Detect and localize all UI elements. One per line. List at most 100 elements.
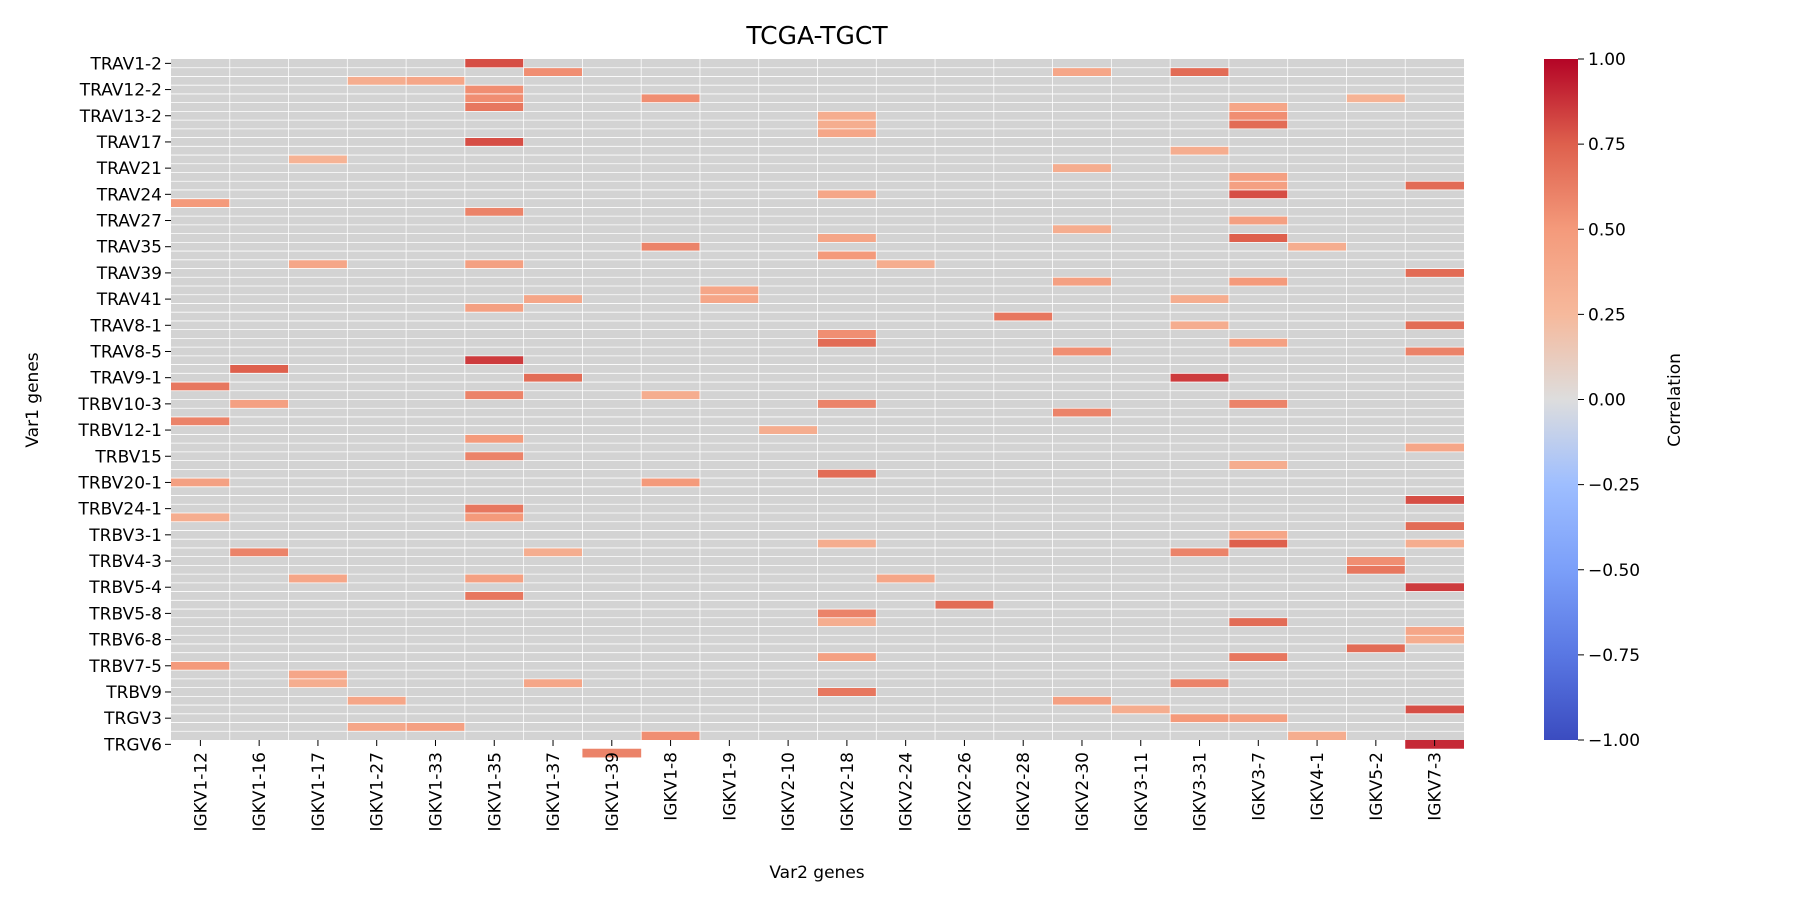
heatmap-cell bbox=[464, 434, 524, 444]
y-tick-label: TRAV39 bbox=[96, 264, 162, 284]
heatmap-cell bbox=[288, 155, 348, 164]
x-tick-label: IGKV2-10 bbox=[779, 752, 799, 832]
x-tick-label: IGKV2-24 bbox=[897, 752, 917, 832]
heatmap-cell bbox=[464, 574, 524, 583]
x-tick-label: IGKV1-39 bbox=[603, 752, 623, 832]
heatmap-cell bbox=[229, 364, 289, 374]
heatmap-cell bbox=[1405, 705, 1464, 714]
y-tick-label: TRBV12-1 bbox=[77, 421, 162, 441]
heatmap-cell bbox=[171, 416, 230, 426]
heatmap-cell bbox=[464, 259, 524, 269]
heatmap-cell bbox=[1052, 224, 1112, 234]
heatmap-cell bbox=[1228, 181, 1288, 190]
x-tick-label: IGKV1-17 bbox=[309, 752, 329, 832]
heatmap-cell bbox=[171, 198, 230, 208]
colorbar-tick-label: 0.75 bbox=[1588, 135, 1626, 155]
heatmap-cell bbox=[817, 652, 877, 662]
colorbar-tick-label: 0.25 bbox=[1588, 305, 1626, 325]
heatmap-cell bbox=[876, 259, 936, 269]
colorbar-tick-label: 0.00 bbox=[1588, 391, 1626, 411]
heatmap-cell bbox=[406, 722, 465, 732]
x-tick-label: IGKV1-8 bbox=[662, 752, 682, 821]
colorbar-ticks: 1.00 0.75 0.50 0.25 0.00 −0.25 −0.50 −0.75 −1.00 bbox=[1578, 50, 1640, 751]
heatmap-cell bbox=[1228, 399, 1288, 409]
heatmap-cell bbox=[1052, 347, 1112, 356]
heatmap-cell bbox=[1111, 705, 1171, 714]
heatmap-cell bbox=[229, 399, 289, 409]
y-tick-label: TRBV15 bbox=[94, 447, 162, 467]
heatmap-cell bbox=[406, 76, 465, 86]
heatmap-cell bbox=[1228, 617, 1288, 627]
colorbar-tick-label: 1.00 bbox=[1588, 50, 1626, 70]
heatmap-cell bbox=[523, 67, 583, 77]
heatmap-cell bbox=[817, 399, 877, 409]
colorbar-tick-label: −0.75 bbox=[1588, 646, 1640, 666]
y-tick-label: TRAV8-5 bbox=[90, 342, 162, 362]
x-tick-label: IGKV7-3 bbox=[1426, 752, 1446, 821]
heatmap-cell bbox=[817, 251, 877, 260]
heatmap-cell bbox=[171, 661, 230, 671]
x-tick-label: IGKV2-28 bbox=[1014, 752, 1034, 832]
heatmap-cell bbox=[1228, 102, 1288, 112]
heatmap-cells bbox=[171, 59, 1464, 758]
y-tick-label: TRBV10-3 bbox=[77, 395, 162, 415]
heatmap-cell bbox=[1052, 696, 1112, 706]
heatmap-cell bbox=[523, 678, 583, 688]
x-tick-label: IGKV2-18 bbox=[838, 752, 858, 832]
heatmap-cell bbox=[1170, 320, 1229, 330]
heatmap-cell bbox=[1228, 172, 1288, 182]
x-tick-label: IGKV1-27 bbox=[368, 752, 388, 832]
heatmap-cell bbox=[1170, 146, 1229, 156]
heatmap-cell bbox=[1405, 582, 1464, 592]
heatmap-cell bbox=[523, 547, 583, 557]
heatmap-cell bbox=[1346, 643, 1406, 653]
heatmap-cell bbox=[464, 102, 524, 112]
y-tick-label: TRBV5-8 bbox=[88, 604, 162, 624]
heatmap-cell bbox=[1405, 181, 1464, 190]
heatmap-cell bbox=[641, 731, 700, 740]
y-tick-label: TRBV4-3 bbox=[88, 552, 162, 572]
heatmap-cell bbox=[288, 678, 348, 688]
heatmap-cell bbox=[817, 111, 877, 121]
y-tick-label: TRGV6 bbox=[103, 735, 162, 755]
heatmap-cell bbox=[171, 478, 230, 487]
heatmap-cell bbox=[464, 513, 524, 522]
colorbar-label: Correlation bbox=[1665, 353, 1685, 447]
heatmap-cell bbox=[1228, 652, 1288, 662]
x-tick-label: IGKV3-11 bbox=[1132, 752, 1152, 832]
heatmap-cell bbox=[1170, 547, 1229, 557]
x-tick-label: IGKV1-16 bbox=[250, 752, 270, 832]
heatmap-cell bbox=[171, 382, 230, 391]
heatmap-cell bbox=[817, 609, 877, 618]
heatmap-cell bbox=[1170, 67, 1229, 77]
x-tick-label: IGKV1-35 bbox=[485, 752, 505, 832]
y-tick-label: TRAV17 bbox=[96, 133, 162, 153]
heatmap-cell bbox=[1405, 443, 1464, 452]
heatmap-cell bbox=[1228, 189, 1288, 199]
heatmap-cell bbox=[817, 329, 877, 339]
heatmap-cell bbox=[817, 233, 877, 243]
heatmap-cell bbox=[817, 189, 877, 199]
heatmap-cell bbox=[1287, 242, 1347, 252]
heatmap-cell bbox=[523, 373, 583, 383]
heatmap-cell bbox=[1405, 635, 1464, 644]
heatmap-cell bbox=[641, 478, 700, 487]
heatmap-cell bbox=[1170, 294, 1229, 304]
heatmap-cell bbox=[464, 355, 524, 365]
heatmap-cell bbox=[464, 303, 524, 313]
heatmap-cell bbox=[1405, 626, 1464, 636]
heatmap-cell bbox=[1228, 120, 1288, 129]
heatmap-cell bbox=[1405, 539, 1464, 548]
heatmap-cell bbox=[171, 513, 230, 522]
colorbar-tick-label: 0.50 bbox=[1588, 220, 1626, 240]
y-axis-title: Var1 genes bbox=[23, 352, 43, 447]
colorbar-tick-label: −0.25 bbox=[1588, 476, 1640, 496]
y-tick-label: TRBV20-1 bbox=[77, 473, 162, 493]
y-tick-label: TRBV6-8 bbox=[88, 631, 162, 651]
heatmap-cell bbox=[1405, 268, 1464, 278]
heatmap-cell bbox=[1405, 521, 1464, 531]
heatmap-cell bbox=[817, 539, 877, 548]
heatmap-cell bbox=[641, 390, 700, 400]
y-tick-label: TRBV3-1 bbox=[88, 526, 162, 546]
